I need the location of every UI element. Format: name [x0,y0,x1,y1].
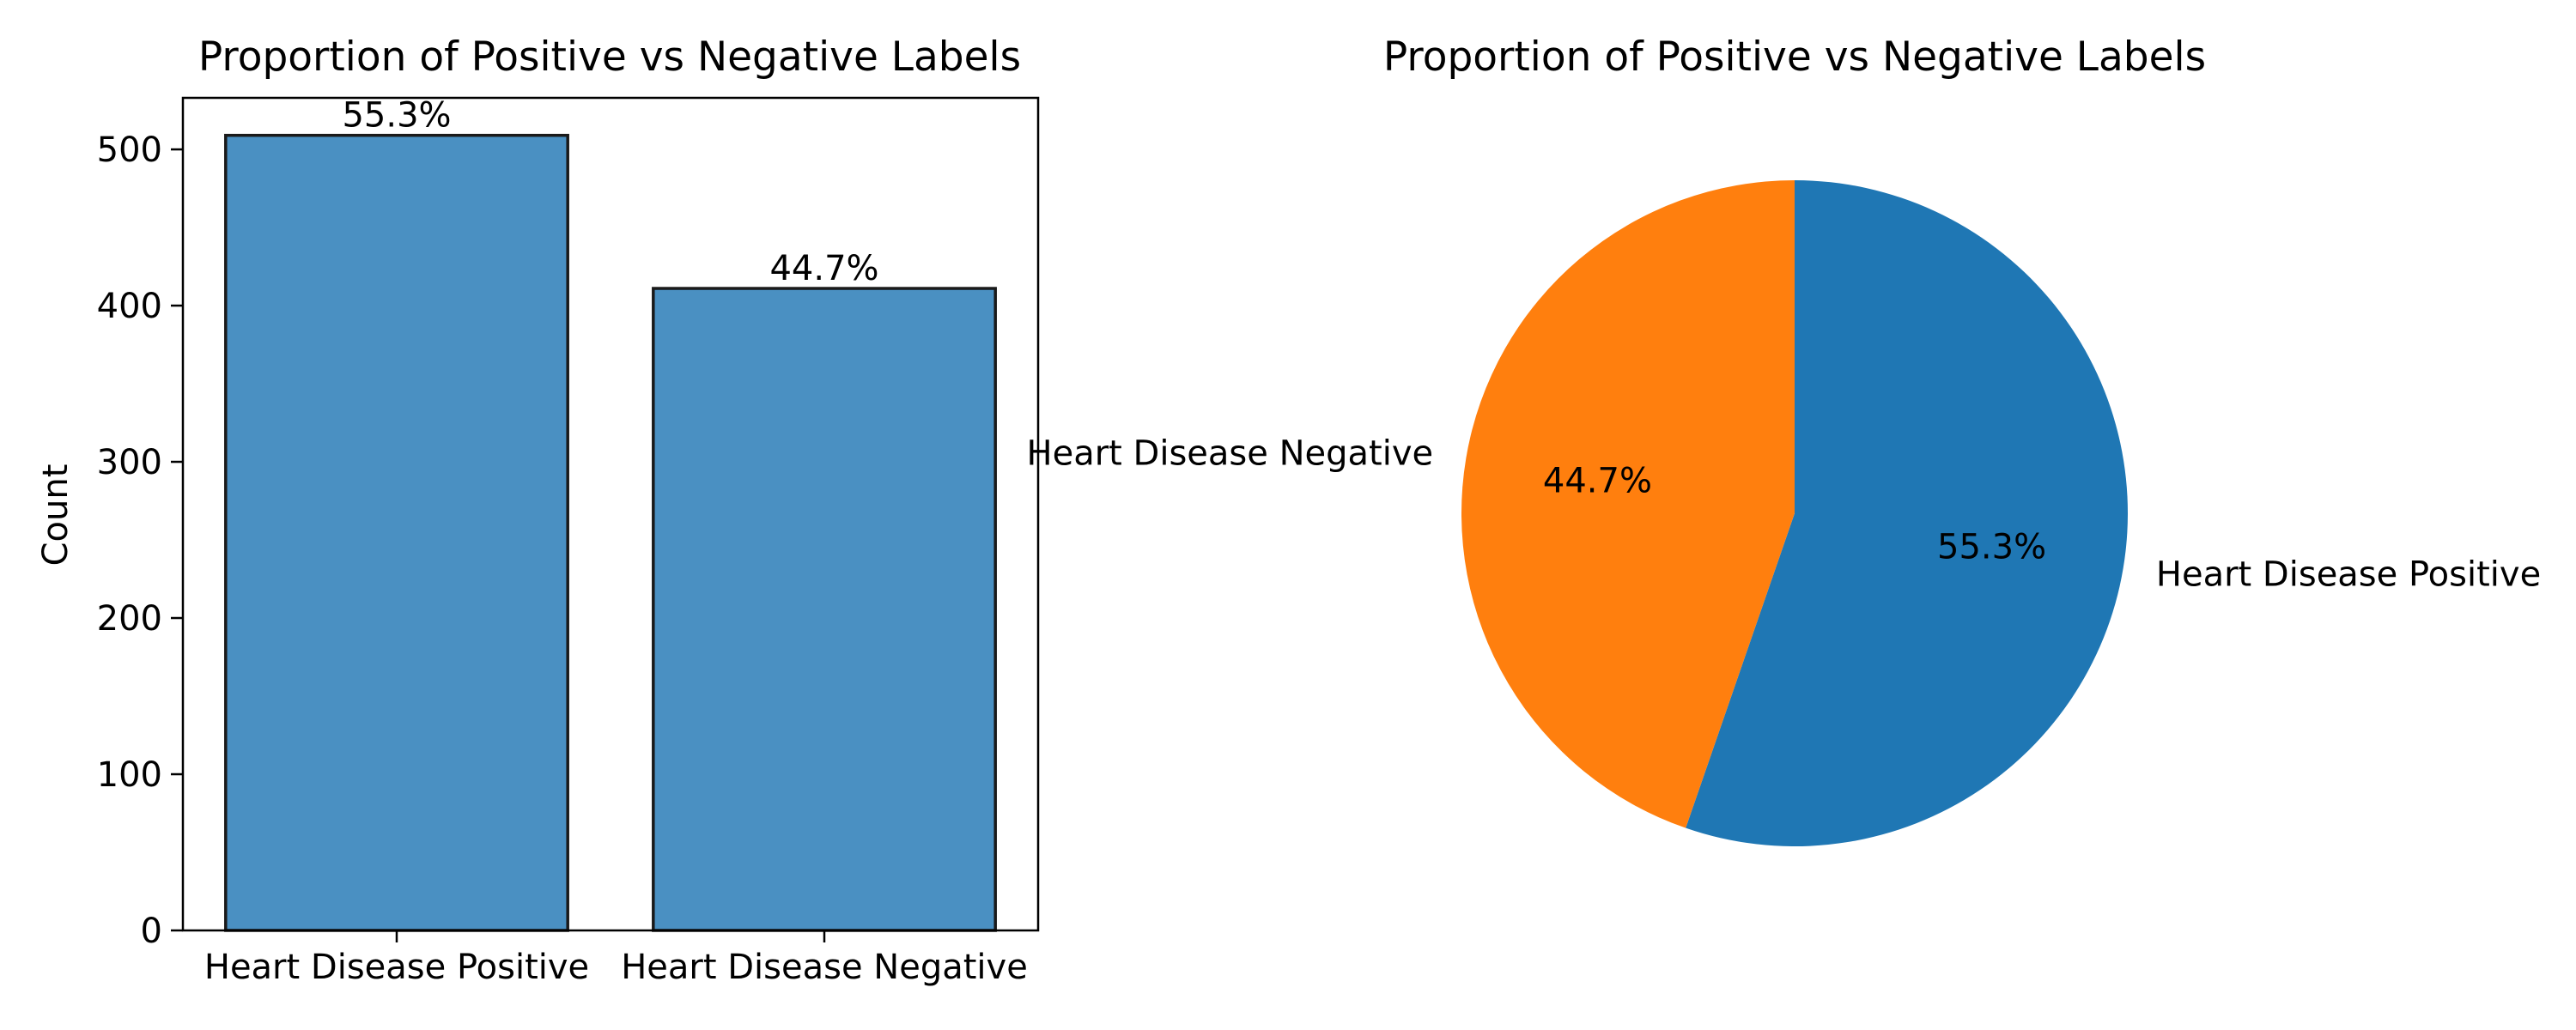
pie-chart-title: Proportion of Positive vs Negative Label… [1383,33,2206,81]
y-tick-label: 400 [97,287,162,326]
pie-slice-positive [1686,180,2129,846]
pie-slice-label: Heart Disease Negative [1027,433,1434,473]
bar-marks: 55.3% 44.7% [224,96,997,932]
plot-frame [181,96,1040,932]
bar-data-label: 55.3% [342,96,451,136]
y-axis-label: Count [36,464,76,566]
y-tick-label: 200 [97,599,162,639]
y-tick-label: 300 [97,443,162,482]
y-tick-label: 0 [141,912,162,951]
pie-slice-label: Heart Disease Positive [2156,555,2541,595]
x-tick-label: Heart Disease Positive [204,948,589,987]
bar-data-label: 44.7% [769,249,878,288]
bar-chart-title: Proportion of Positive vs Negative Label… [198,33,1021,81]
y-tick-label: 100 [97,755,162,795]
x-tick-label: Heart Disease Negative [621,948,1028,987]
bar-chart: Proportion of Positive vs Negative Label… [36,33,1040,987]
bar-positive [224,133,569,932]
pie-marks: 55.3% Heart Disease Positive 44.7% Heart Di… [1027,180,2541,846]
bar-axes: Heart Disease Positive Heart Disease Nega… [97,96,1040,987]
pie-percent-label: 44.7% [1543,461,1652,500]
pie-slice-negative [1461,180,1795,828]
pie-chart: Proportion of Positive vs Negative Label… [1027,33,2541,846]
bar-negative [652,287,997,932]
y-tick-label: 500 [97,130,162,170]
pie-percent-label: 55.3% [1937,528,2046,567]
